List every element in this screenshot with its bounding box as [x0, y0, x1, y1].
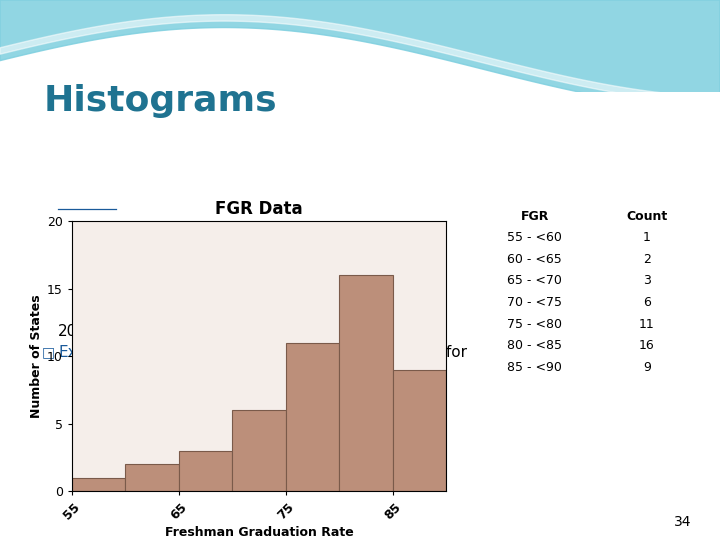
Text: 55 - <60: 55 - <60	[507, 231, 562, 244]
Text: 9: 9	[643, 361, 651, 374]
Y-axis label: Number of States: Number of States	[30, 295, 43, 418]
Text: 34: 34	[674, 515, 691, 529]
Text: : Freshman Graduation Rate, or FGR, Data for: : Freshman Graduation Rate, or FGR, Data…	[118, 345, 467, 360]
Bar	[393, 370, 446, 491]
Text: 60 - <65: 60 - <65	[507, 253, 562, 266]
Text: 2010-2011: 2010-2011	[58, 324, 140, 339]
Text: FGR: FGR	[521, 210, 549, 222]
Text: 65 - <70: 65 - <70	[507, 274, 562, 287]
Bar	[286, 343, 339, 491]
Bar	[72, 478, 125, 491]
Text: Count: Count	[626, 210, 667, 222]
Bar	[339, 275, 393, 491]
Text: □: □	[42, 345, 55, 359]
Bar	[179, 451, 233, 491]
Bar	[233, 410, 286, 491]
Text: 2: 2	[643, 253, 651, 266]
Text: Example: Example	[58, 345, 125, 360]
Text: 6: 6	[643, 296, 651, 309]
Bar	[125, 464, 179, 491]
Text: 3: 3	[643, 274, 651, 287]
Text: 80 - <85: 80 - <85	[507, 339, 562, 352]
Text: 1: 1	[643, 231, 651, 244]
X-axis label: Freshman Graduation Rate: Freshman Graduation Rate	[165, 526, 354, 539]
Text: 75 - <80: 75 - <80	[507, 318, 562, 330]
Text: 16: 16	[639, 339, 654, 352]
Title: FGR Data: FGR Data	[215, 200, 303, 219]
Text: 70 - <75: 70 - <75	[507, 296, 562, 309]
Text: Histograms: Histograms	[43, 84, 276, 118]
Text: 11: 11	[639, 318, 654, 330]
Text: 85 - <90: 85 - <90	[507, 361, 562, 374]
